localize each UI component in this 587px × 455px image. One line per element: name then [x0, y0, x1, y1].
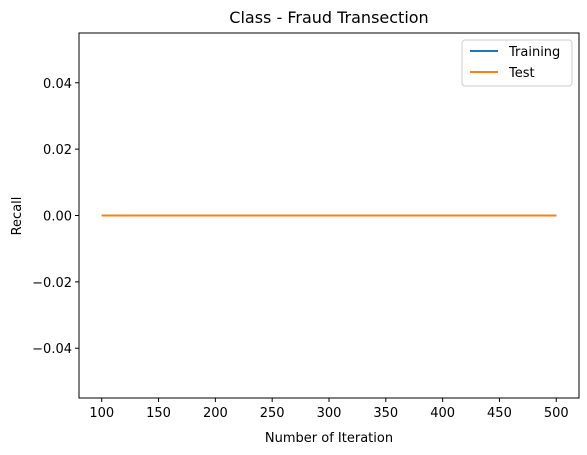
x-tick-label: 150 [146, 406, 171, 421]
x-tick-label: 450 [487, 406, 512, 421]
x-tick-label: 200 [203, 406, 228, 421]
y-axis-label: Recall [10, 197, 25, 236]
x-tick-label: 400 [430, 406, 455, 421]
y-tick-label: −0.02 [32, 276, 72, 291]
x-tick-label: 300 [317, 406, 342, 421]
x-tick-label: 250 [260, 406, 285, 421]
y-tick-label: 0.02 [43, 143, 72, 158]
chart-title: Class - Fraud Transection [229, 8, 428, 27]
x-axis-label: Number of Iteration [265, 431, 393, 446]
legend: Training Test [461, 39, 573, 87]
x-tick-label: 100 [89, 406, 114, 421]
x-tick-label: 500 [544, 406, 569, 421]
y-tick-label: 0.00 [43, 210, 72, 225]
y-axis-ticks: −0.04 −0.02 0.00 0.02 0.04 [32, 77, 79, 357]
y-tick-label: 0.04 [43, 77, 72, 92]
legend-label-test: Test [508, 66, 535, 81]
x-axis-ticks: 100 150 200 250 300 350 400 450 500 [89, 398, 569, 421]
x-tick-label: 350 [373, 406, 398, 421]
y-tick-label: −0.04 [32, 342, 72, 357]
legend-label-training: Training [508, 45, 560, 60]
